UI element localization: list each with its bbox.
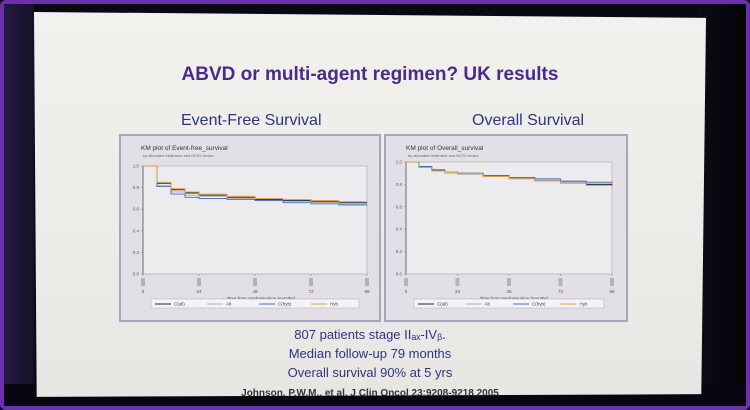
risk-table-cell	[455, 278, 460, 286]
x-tick-label: 0	[142, 289, 145, 294]
efs-x-axis-label: Time from randomisation (months)	[227, 296, 296, 301]
y-tick-label: 1.0	[133, 164, 140, 169]
legend-box	[413, 298, 605, 309]
risk-table-cell	[558, 278, 563, 286]
patients-line: 807 patients stage IIₐₓ-IVᵦ.	[294, 327, 446, 342]
x-tick-label: 48	[506, 289, 512, 294]
x-tick-label: 0	[405, 289, 408, 294]
legend-label: C(hyb)	[532, 302, 546, 307]
x-tick-label: 48	[252, 289, 258, 294]
y-tick-label: 0.4	[133, 228, 140, 233]
os-panel: KM plot of Overall_survival by allocated…	[384, 134, 628, 322]
legend-box	[150, 298, 360, 309]
risk-table-cell	[197, 278, 201, 286]
survival-line: Overall survival 90% at 5 yrs	[287, 365, 453, 380]
efs-panel: KM plot of Event-free_survival by alloca…	[119, 134, 381, 322]
os-plot-subtitle: by allocated treatment and NCRI choice	[408, 153, 479, 158]
efs-plot-title: KM plot of Event-free_survival	[141, 145, 228, 152]
citation: Johnson, P.W.M., et al. J Clin Oncol 23:…	[241, 388, 499, 399]
follow-up-line: Median follow-up 79 months	[288, 346, 452, 361]
legend-label: C(all)	[174, 302, 185, 307]
risk-table-cell	[141, 278, 145, 286]
legend-label: C(all)	[437, 302, 448, 307]
os-x-axis-label: Time from randomisation (months)	[480, 296, 549, 301]
x-tick-label: 72	[558, 289, 564, 294]
x-tick-label: 96	[609, 289, 615, 294]
y-tick-label: 0.6	[133, 207, 140, 212]
efs-plot-subtitle: by allocated treatment and NCRI choice	[143, 153, 214, 158]
legend-label: Hyb	[330, 302, 338, 307]
legend-label: C(hyb)	[278, 302, 292, 307]
risk-table-cell	[309, 278, 313, 286]
y-tick-label: 0.8	[133, 185, 140, 190]
x-tick-label: 24	[196, 289, 202, 294]
study-summary: 807 patients stage IIₐₓ-IVᵦ. Median foll…	[34, 325, 706, 382]
y-tick-label: 0.8	[396, 182, 403, 187]
legend-label: Alt	[485, 302, 491, 307]
y-tick-label: 1.0	[396, 160, 403, 165]
y-tick-label: 0.0	[396, 272, 403, 277]
os-km-plot: KM plot of Overall_survival by allocated…	[396, 145, 615, 309]
risk-table-cell	[365, 278, 369, 286]
risk-table-cell	[507, 278, 511, 286]
risk-table-cell	[610, 278, 614, 286]
x-tick-label: 72	[308, 289, 314, 294]
x-tick-label: 24	[455, 289, 461, 294]
projected-slide: ABVD or multi-agent regimen? UK results …	[34, 12, 706, 399]
y-tick-label: 0.2	[396, 249, 403, 254]
y-tick-label: 0.4	[396, 227, 403, 232]
legend-label: Hyb	[580, 302, 588, 307]
os-plot-title: KM plot of Overall_survival	[406, 145, 484, 152]
slide-title: ABVD or multi-agent regimen? UK results	[181, 64, 559, 85]
x-tick-label: 96	[364, 289, 370, 294]
plot-area	[142, 165, 368, 275]
y-tick-label: 0.6	[396, 204, 403, 209]
risk-table-cell	[404, 278, 408, 286]
km-curve-hyb	[143, 165, 367, 203]
stage-curtain-right	[698, 4, 746, 406]
os-heading: Overall Survival	[472, 112, 585, 129]
efs-km-plot: KM plot of Event-free_survival by alloca…	[133, 145, 370, 309]
efs-heading: Event-Free Survival	[181, 112, 322, 129]
y-tick-label: 0.2	[133, 250, 140, 255]
y-tick-label: 0.0	[133, 272, 140, 277]
km-curve-hyb	[406, 161, 613, 187]
risk-table-cell	[253, 278, 257, 286]
legend-label: Alt	[226, 302, 232, 307]
stage-curtain-left	[4, 4, 34, 406]
